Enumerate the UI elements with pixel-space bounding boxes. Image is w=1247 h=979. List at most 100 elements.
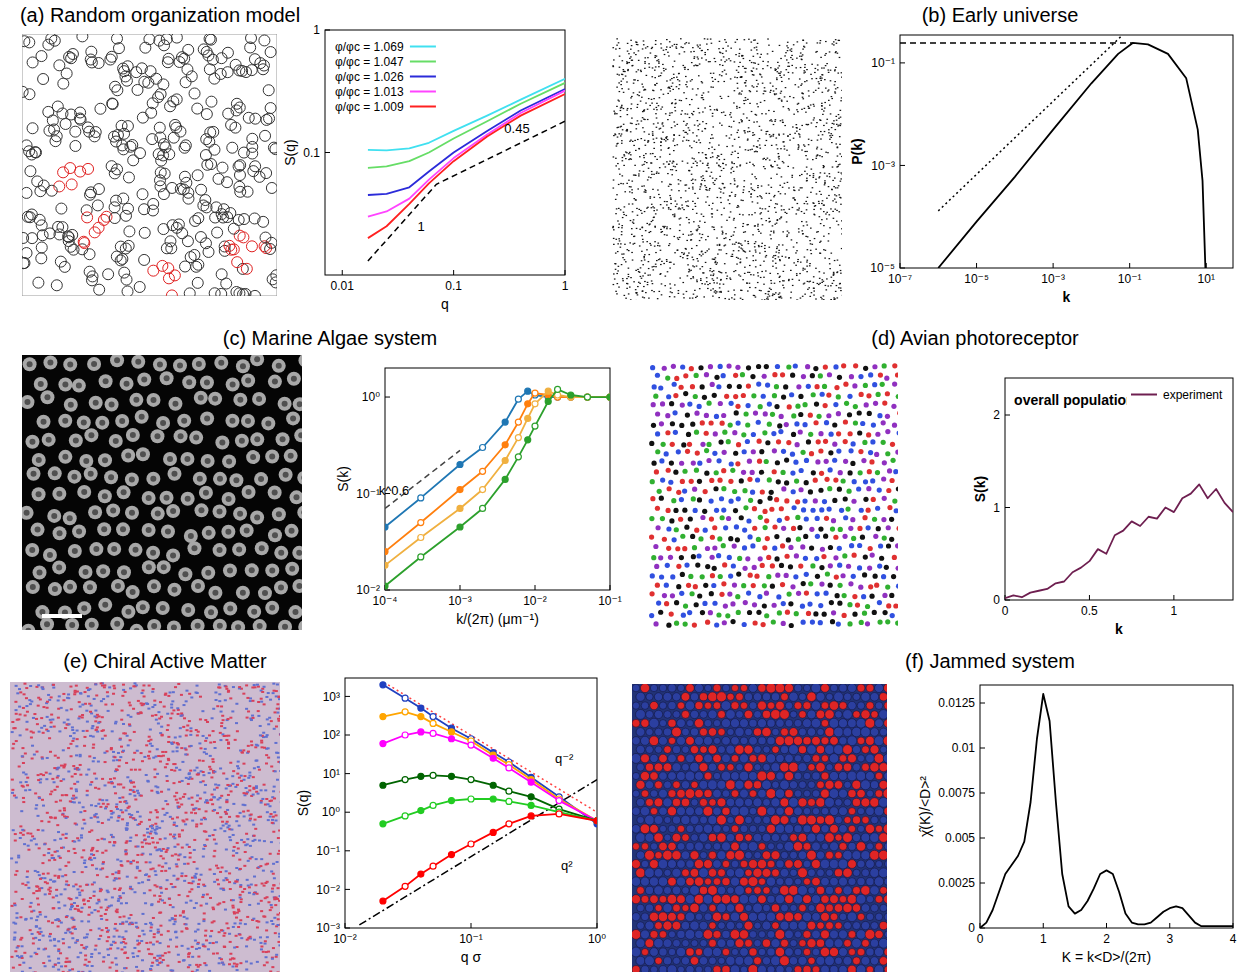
point — [708, 91, 710, 92]
particle — [124, 226, 135, 237]
point — [794, 84, 796, 85]
point — [709, 176, 711, 177]
point — [700, 280, 702, 281]
point — [776, 204, 778, 205]
point — [621, 74, 623, 75]
point — [733, 289, 735, 290]
point — [686, 217, 688, 218]
point — [838, 185, 840, 186]
point — [613, 273, 615, 274]
point — [741, 121, 743, 122]
particle — [216, 269, 227, 280]
point — [755, 114, 757, 115]
particle — [196, 184, 207, 195]
point — [733, 121, 735, 122]
point — [778, 98, 780, 99]
point — [620, 107, 622, 108]
point — [837, 53, 839, 54]
point — [678, 183, 680, 184]
particle — [78, 236, 89, 247]
point — [782, 285, 784, 286]
point — [654, 77, 656, 78]
point — [760, 54, 762, 55]
point — [759, 73, 761, 74]
point — [682, 65, 684, 66]
particle — [54, 60, 65, 71]
point — [713, 270, 715, 271]
point — [712, 81, 714, 82]
point — [615, 48, 617, 49]
point — [757, 185, 759, 186]
point — [732, 244, 734, 245]
point — [662, 132, 664, 133]
point — [747, 290, 749, 291]
point — [616, 38, 618, 39]
particle — [263, 85, 274, 96]
particle — [232, 257, 243, 268]
point — [662, 125, 664, 126]
point — [752, 189, 754, 190]
y-tick-label: 0.1 — [303, 146, 320, 160]
point — [620, 110, 622, 111]
point — [687, 69, 689, 70]
point — [774, 294, 776, 295]
particle — [157, 260, 168, 271]
point — [715, 257, 717, 258]
panel: (a) Random organization model0.010.110.1… — [17, 4, 569, 312]
point — [686, 42, 688, 43]
point — [813, 288, 815, 289]
particle — [175, 126, 186, 137]
point — [622, 278, 624, 279]
point — [808, 287, 810, 288]
point — [712, 116, 714, 117]
point — [842, 110, 843, 111]
point — [728, 291, 730, 292]
point — [786, 236, 788, 237]
point — [703, 99, 705, 100]
point — [615, 269, 617, 270]
point — [670, 203, 672, 204]
point — [757, 229, 759, 230]
particle — [151, 73, 162, 84]
point — [718, 249, 720, 250]
point — [673, 264, 675, 265]
point — [616, 143, 618, 144]
point — [651, 290, 653, 291]
point — [689, 130, 691, 131]
point — [631, 252, 633, 253]
point — [696, 162, 698, 163]
point — [746, 283, 748, 284]
point — [813, 294, 815, 295]
point — [643, 110, 645, 111]
point — [706, 171, 708, 172]
point — [804, 81, 806, 82]
point — [674, 284, 676, 285]
point — [777, 148, 779, 149]
point — [730, 78, 732, 79]
point — [673, 236, 675, 237]
point — [825, 53, 827, 54]
point — [686, 291, 688, 292]
point — [696, 213, 698, 214]
particle — [112, 164, 123, 175]
point — [829, 268, 831, 269]
point — [757, 282, 759, 283]
point — [775, 88, 777, 89]
point — [720, 202, 722, 203]
point — [703, 216, 705, 217]
point — [677, 249, 679, 250]
point — [671, 112, 673, 113]
point — [763, 284, 765, 285]
point — [801, 59, 803, 60]
point — [781, 100, 783, 101]
point — [621, 105, 623, 106]
point — [657, 243, 659, 244]
point — [713, 73, 715, 74]
point — [615, 239, 617, 240]
point — [753, 68, 755, 69]
point — [666, 161, 668, 162]
point — [731, 168, 733, 169]
point — [613, 187, 615, 188]
point — [800, 262, 802, 263]
point — [806, 42, 808, 43]
